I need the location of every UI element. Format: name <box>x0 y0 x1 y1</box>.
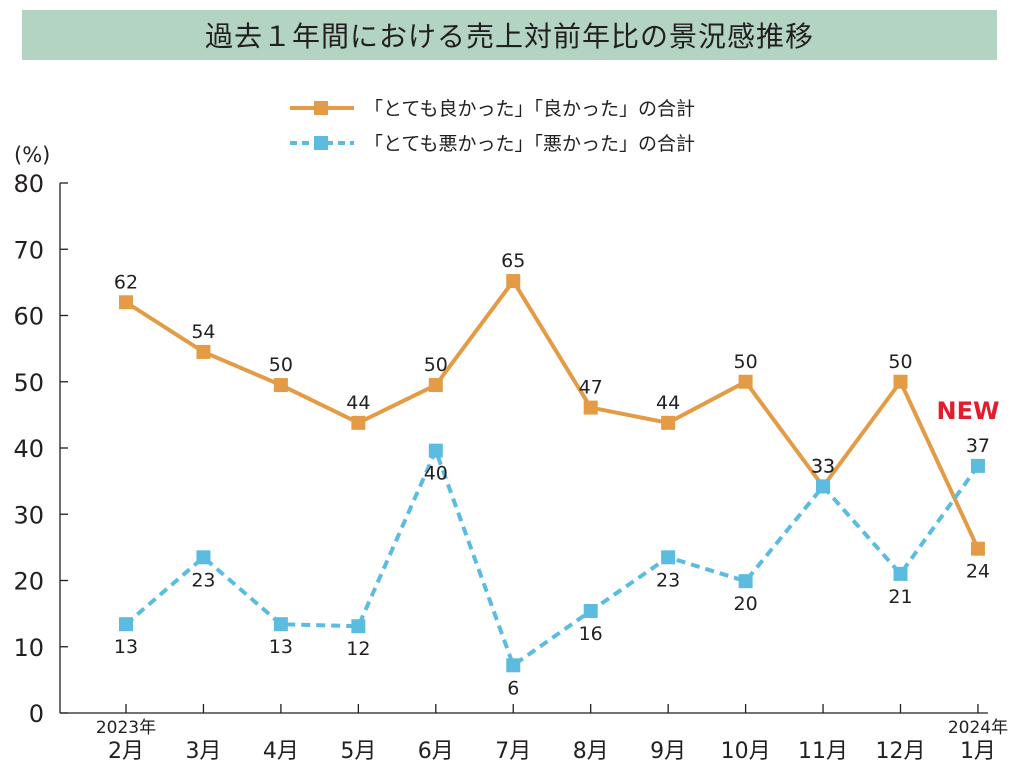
series-1-data-label: 24 <box>966 561 990 583</box>
x-tick-label: 10月 <box>721 739 771 764</box>
series-1-data-label: 44 <box>346 392 370 414</box>
y-axis-unit: (%) <box>14 143 50 167</box>
series-2-point <box>816 479 831 494</box>
series-1-line <box>124 279 980 550</box>
series-1-point <box>428 378 443 393</box>
series-2-point <box>583 603 598 618</box>
y-tick-label: 0 <box>29 700 44 728</box>
series-1-point <box>893 374 908 389</box>
y-tick-label: 30 <box>13 501 44 529</box>
y-tick-label: 20 <box>13 568 44 596</box>
series-1-data-label: 47 <box>579 377 603 399</box>
series-1-data-label: 65 <box>501 250 525 272</box>
series-2-data-label: 23 <box>656 569 680 591</box>
series-2-point <box>661 550 676 565</box>
series-2-data-label: 16 <box>579 623 603 645</box>
x-year-label: 2024年 <box>948 718 1008 738</box>
chart-title-bar: 過去１年間における売上対前年比の景況感推移 <box>22 10 997 60</box>
series-1-data-label: 44 <box>656 392 680 414</box>
y-tick-label: 80 <box>13 170 44 198</box>
series-2-line <box>124 448 980 668</box>
series-1-point <box>506 274 521 289</box>
series-1-data-label: 33 <box>811 455 835 477</box>
series-2-data-label: 6 <box>507 677 519 699</box>
chart-title: 過去１年間における売上対前年比の景況感推移 <box>204 20 814 53</box>
series-1-point <box>661 415 676 430</box>
x-tick-label: 5月 <box>340 739 376 764</box>
series-2-point <box>351 619 366 634</box>
series-2-data-label: 12 <box>346 638 370 660</box>
series-1-data-label: 50 <box>269 354 293 376</box>
series-2-point <box>273 617 288 632</box>
series-1-point <box>583 400 598 415</box>
x-tick-label: 8月 <box>573 739 609 764</box>
x-tick-label: 11月 <box>798 739 848 764</box>
series-1-data-label: 50 <box>424 354 448 376</box>
series-2-data-label: 13 <box>114 636 138 658</box>
series-1-data-label: 54 <box>191 321 215 343</box>
y-tick-label: 50 <box>13 369 44 397</box>
series-2-data-label: 21 <box>888 586 912 608</box>
y-tick-label: 40 <box>13 435 44 463</box>
series-1-point <box>196 344 211 359</box>
x-tick-label: 12月 <box>876 739 926 764</box>
legend-label-1: 「とても良かった」「良かった」の合計 <box>364 98 695 120</box>
x-year-label: 2023年 <box>96 718 156 738</box>
series-1-point <box>273 378 288 393</box>
legend-marker-1 <box>314 101 328 115</box>
series-2-data-label: 37 <box>966 435 990 457</box>
series-2-point <box>893 566 908 581</box>
x-tick-label: 9月 <box>650 739 686 764</box>
y-tick-label: 60 <box>13 303 44 331</box>
series-1-data-label: 50 <box>888 351 912 373</box>
series-1-point <box>351 415 366 430</box>
series-1-data-label: 50 <box>734 351 758 373</box>
x-tick-label: 4月 <box>263 739 299 764</box>
series-2-data-label: 40 <box>424 463 448 485</box>
series-1-data-label: 62 <box>114 271 138 293</box>
series-1-point <box>970 541 985 556</box>
x-tick-label: 1月 <box>960 739 996 764</box>
y-tick-label: 70 <box>13 236 44 264</box>
series-2-data-label: 20 <box>734 593 758 615</box>
new-annotation: NEW <box>937 397 1000 425</box>
x-tick-label: 2月 <box>108 739 144 764</box>
series-2-data-label: 23 <box>191 569 215 591</box>
y-tick-label: 10 <box>13 634 44 662</box>
series-2-data-label: 13 <box>269 636 293 658</box>
series-2-point <box>970 458 985 473</box>
legend-marker-2 <box>314 136 328 150</box>
series-2-point <box>196 550 211 565</box>
series-2-point <box>428 443 443 458</box>
series-1-point <box>119 295 133 310</box>
legend-label-2: 「とても悪かった」「悪かった」の合計 <box>364 133 695 155</box>
series-2-data-label: 33 <box>811 455 835 477</box>
series-2-point <box>506 658 521 673</box>
series-2-point <box>119 617 133 632</box>
series-2-point <box>738 574 753 589</box>
x-tick-label: 3月 <box>185 739 221 764</box>
x-tick-label: 6月 <box>418 739 454 764</box>
x-tick-label: 7月 <box>495 739 531 764</box>
series-1-point <box>738 374 753 389</box>
